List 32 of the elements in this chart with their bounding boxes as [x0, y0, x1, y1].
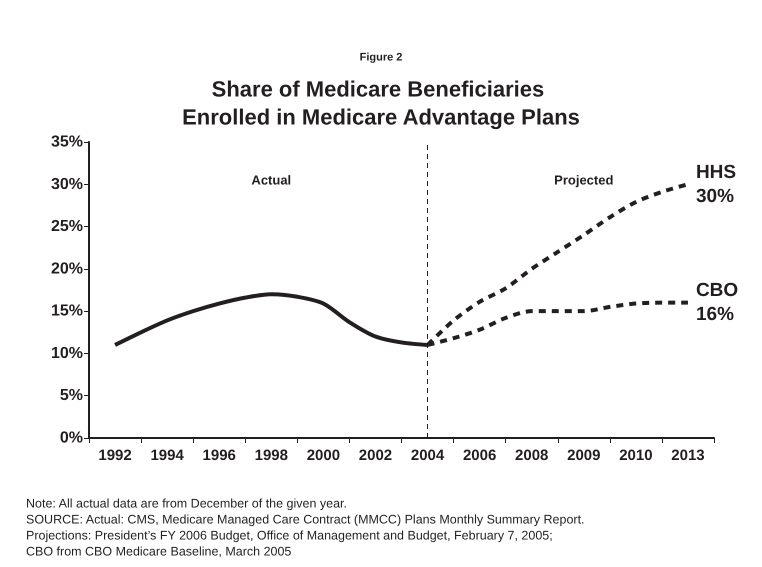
x-tick-label: 2002 — [358, 447, 392, 464]
x-tick-label: 2006 — [462, 447, 496, 464]
x-tick-label: 2009 — [567, 447, 600, 464]
annotation: Projected — [554, 172, 614, 188]
x-tick-label: 1992 — [98, 447, 132, 464]
y-tick-label: 5% — [60, 387, 83, 404]
y-tick-label: 30% — [50, 176, 83, 193]
chart-title: Share of Medicare Beneficiaries Enrolled in Medicare Advantage Plans — [182, 76, 580, 130]
y-tick-label: 25% — [50, 218, 83, 236]
x-tick-label: 1998 — [254, 447, 288, 464]
y-tick-label: 15% — [50, 302, 83, 320]
text: Projections: President’s FY 2006 Budget, Office of Management and Budget, February 7, 2005; — [26, 528, 553, 542]
x-tick-label: 2008 — [515, 447, 548, 464]
text: CBO from CBO Medicare Baseline, March 2005 — [26, 544, 292, 558]
y-tick-label: 10% — [50, 344, 83, 362]
annotation: Actual — [251, 172, 292, 188]
x-tick-label: 1994 — [150, 447, 184, 464]
text: Note: All actual data are from December of the given year. — [26, 496, 348, 510]
x-tick-label: 2013 — [671, 447, 705, 464]
x-tick-label: 2010 — [619, 447, 653, 464]
y-tick-label: 35% — [50, 134, 83, 150]
chart-subtitle: Figure 2 — [360, 52, 402, 64]
x-tick-label: 2000 — [306, 447, 340, 464]
x-tick-label: 2004 — [410, 447, 445, 464]
data-label: 30% — [696, 186, 734, 207]
y-tick-label: 20% — [50, 260, 83, 278]
data-label: 16% — [696, 304, 734, 326]
source-note: SOURCE: Actual: CMS, Medicare Managed Care Contract (MMCC) Plans Monthly Summary Report. — [26, 512, 585, 526]
series-label: HHS — [696, 162, 736, 183]
series-label: CBO — [696, 280, 738, 302]
y-tick-label: 0% — [60, 430, 83, 446]
x-tick-label: 1996 — [202, 447, 236, 464]
